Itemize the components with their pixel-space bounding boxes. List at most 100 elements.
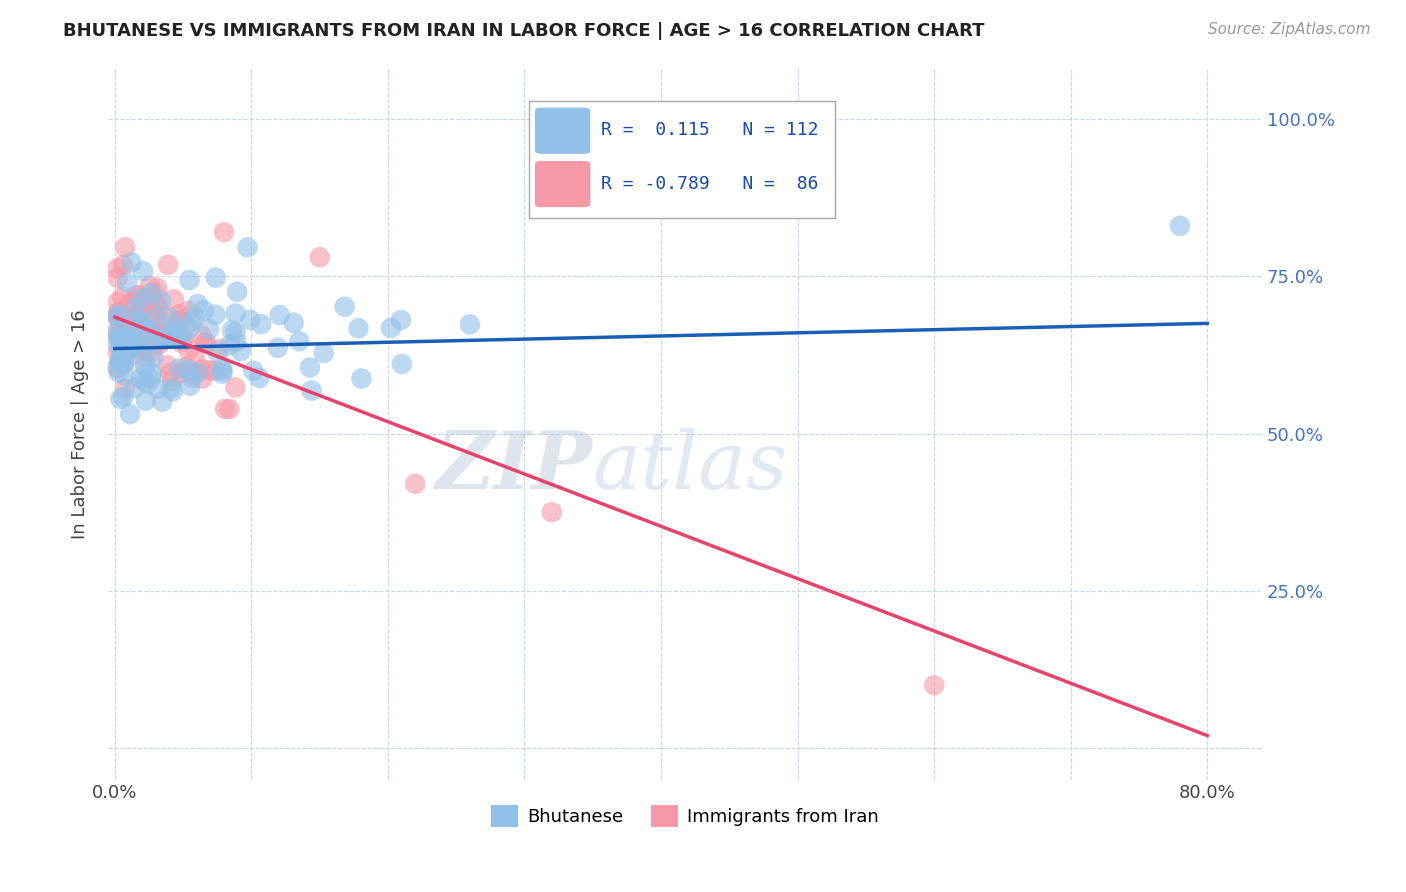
Text: atlas: atlas (593, 428, 787, 506)
Point (211, 367, 233, 381)
Point (198, 363, 221, 377)
Point (136, 376, 159, 391)
Point (107, 271, 129, 285)
Point (108, 355, 131, 369)
Point (146, 326, 169, 340)
Point (181, 368, 204, 382)
Point (159, 381, 181, 395)
Point (125, 289, 148, 303)
Point (121, 255, 143, 269)
Point (121, 324, 143, 338)
Point (170, 366, 193, 380)
Point (135, 393, 157, 408)
Point (169, 313, 191, 327)
Point (132, 350, 155, 364)
Point (120, 295, 142, 310)
Point (269, 308, 291, 322)
Point (134, 341, 156, 355)
Point (142, 332, 165, 346)
Point (118, 343, 141, 358)
Point (112, 356, 135, 370)
Point (111, 290, 134, 304)
Point (112, 390, 135, 404)
Point (225, 306, 247, 320)
Point (250, 317, 273, 331)
Point (112, 258, 135, 272)
Point (267, 341, 290, 355)
Point (156, 358, 179, 372)
Point (157, 258, 180, 272)
Text: R =  0.115   N = 112: R = 0.115 N = 112 (600, 121, 818, 139)
Point (150, 394, 173, 409)
Point (118, 332, 141, 346)
Point (404, 476, 426, 491)
Point (211, 362, 233, 376)
Point (139, 319, 162, 334)
Point (165, 326, 187, 341)
Point (108, 310, 131, 324)
Point (204, 270, 226, 285)
Point (134, 336, 156, 351)
Point (148, 302, 170, 317)
Point (163, 328, 186, 343)
Point (114, 382, 136, 396)
Point (107, 345, 129, 359)
Point (125, 301, 148, 315)
Point (922, 678, 945, 692)
Point (165, 329, 187, 343)
Point (122, 342, 145, 356)
Point (141, 285, 163, 300)
Point (184, 310, 207, 324)
FancyBboxPatch shape (534, 161, 591, 207)
Point (225, 326, 247, 340)
Point (135, 296, 157, 310)
Point (139, 371, 162, 385)
Point (108, 352, 131, 367)
Point (242, 364, 264, 378)
FancyBboxPatch shape (529, 101, 835, 218)
Text: ZIP: ZIP (436, 428, 593, 506)
Point (190, 362, 212, 376)
Point (122, 330, 145, 344)
Point (283, 316, 305, 330)
Point (180, 315, 202, 329)
Point (135, 301, 157, 315)
Point (187, 366, 209, 380)
Point (149, 331, 172, 345)
Point (150, 317, 173, 331)
Point (145, 297, 167, 311)
Point (110, 392, 132, 406)
Point (177, 304, 200, 318)
Point (150, 293, 173, 308)
Point (159, 366, 181, 380)
Text: BHUTANESE VS IMMIGRANTS FROM IRAN IN LABOR FORCE | AGE > 16 CORRELATION CHART: BHUTANESE VS IMMIGRANTS FROM IRAN IN LAB… (63, 22, 984, 40)
Point (221, 324, 243, 338)
Point (380, 321, 402, 335)
Point (229, 344, 252, 359)
Point (124, 381, 146, 395)
Point (540, 505, 562, 519)
Point (224, 380, 246, 394)
Point (131, 292, 153, 306)
Point (138, 324, 160, 338)
Point (118, 334, 141, 349)
Point (156, 330, 179, 344)
Point (177, 362, 200, 376)
Point (193, 303, 215, 318)
Point (120, 306, 142, 320)
Point (129, 371, 152, 385)
Point (120, 407, 142, 421)
Point (204, 308, 226, 322)
Point (128, 309, 150, 323)
Point (122, 337, 145, 351)
Point (219, 338, 242, 352)
Point (391, 357, 413, 371)
Point (108, 305, 131, 319)
Point (301, 384, 323, 398)
Point (179, 273, 201, 287)
Point (312, 346, 335, 360)
Point (120, 338, 142, 352)
Point (288, 334, 311, 349)
Point (458, 318, 481, 332)
Point (132, 319, 155, 334)
